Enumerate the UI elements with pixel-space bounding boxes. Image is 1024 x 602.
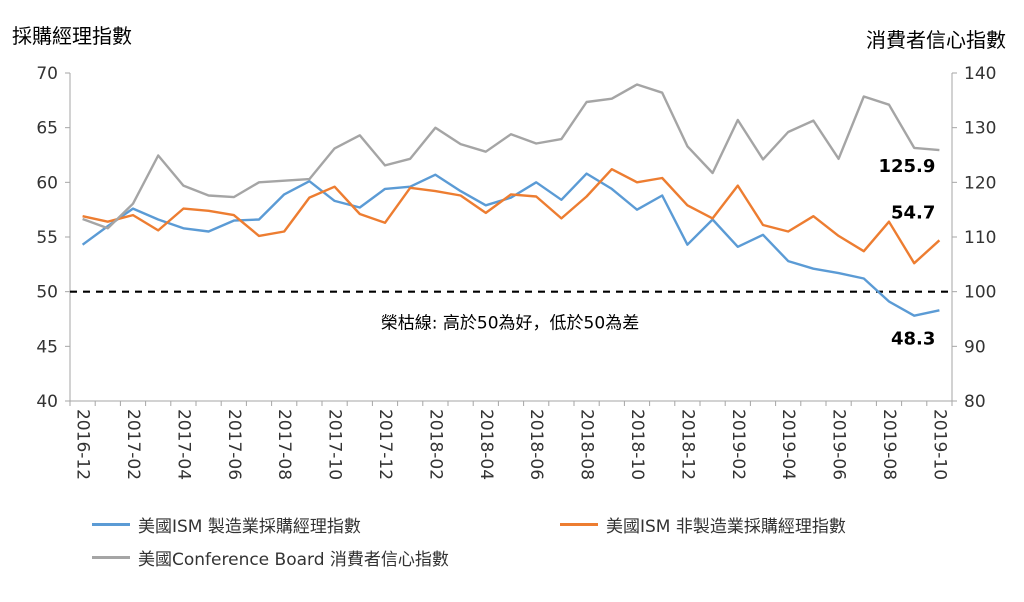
legend-swatch	[92, 523, 130, 526]
right-axis-title: 消費者信心指數	[866, 28, 1006, 52]
legend-item-ism-manufacturing: 美國ISM 製造業採購經理指數	[92, 512, 361, 537]
line-consumer-confidence	[82, 83, 940, 230]
x-tick-label: 2018-10	[627, 409, 647, 480]
reference-line-group: 榮枯線: 高於50為好，低於50為差	[70, 290, 952, 334]
x-tick-label: 2018-04	[476, 409, 496, 480]
legend-item-consumer-confidence: 美國Conference Board 消費者信心指數	[92, 545, 449, 570]
x-tick-label: 2018-02	[425, 409, 445, 480]
left-axis-title: 採購經理指數	[12, 24, 132, 48]
x-tick-label: 2019-10	[929, 409, 949, 480]
right-tick-label: 90	[964, 337, 986, 357]
right-tick-label: 110	[964, 228, 996, 248]
x-tick-label: 2016-12	[73, 409, 93, 480]
end-value-label: 48.3	[891, 328, 935, 349]
axes: 40 45 50 55 60 65 70 80 90 100 110 120 130 140 2016-12…	[36, 64, 996, 480]
series-lines	[81, 83, 941, 317]
annotations: 125.9 54.7 48.3	[878, 156, 935, 349]
reference-line-label: 榮枯線: 高於50為好，低於50為差	[381, 314, 639, 334]
legend-item-ism-nonmanufacturing: 美國ISM 非製造業採購經理指數	[560, 512, 846, 537]
right-tick-label: 130	[964, 119, 996, 139]
right-tick-label: 80	[964, 392, 986, 412]
legend-label: 美國ISM 非製造業採購經理指數	[606, 517, 846, 537]
x-tick-label: 2017-12	[375, 409, 395, 480]
x-tick-label: 2017-02	[123, 409, 143, 480]
legend-label: 美國ISM 製造業採購經理指數	[138, 517, 361, 537]
legend-swatch	[560, 523, 598, 526]
x-tick-label: 2017-08	[274, 409, 294, 480]
left-tick-label: 45	[36, 337, 58, 357]
x-tick-label: 2019-04	[778, 409, 798, 480]
left-tick-label: 50	[36, 283, 58, 303]
legend-swatch	[92, 556, 130, 559]
line-ism-nonmanufacturing	[82, 167, 941, 265]
x-tick-label: 2018-12	[677, 409, 697, 480]
end-value-label: 54.7	[891, 202, 935, 223]
left-tick-label: 70	[36, 64, 58, 84]
right-tick-label: 140	[964, 64, 996, 84]
legend-label: 美國Conference Board 消費者信心指數	[138, 550, 449, 570]
x-tick-label: 2019-02	[728, 409, 748, 480]
x-tick-label: 2019-06	[829, 409, 849, 480]
x-tick-label: 2018-06	[526, 409, 546, 480]
x-tick-label: 2017-06	[224, 409, 244, 480]
right-tick-label: 100	[964, 283, 996, 303]
end-value-label: 125.9	[878, 156, 935, 177]
left-tick-label: 40	[36, 392, 58, 412]
x-tick-label: 2019-08	[879, 409, 899, 480]
left-tick-label: 60	[36, 173, 58, 193]
x-tick-label: 2017-10	[325, 409, 345, 480]
x-tick-label: 2017-04	[173, 409, 193, 480]
left-tick-label: 55	[36, 228, 58, 248]
line-ism-manufacturing	[81, 172, 940, 317]
left-tick-label: 65	[36, 119, 58, 139]
right-tick-label: 120	[964, 173, 996, 193]
x-tick-label: 2018-08	[577, 409, 597, 480]
